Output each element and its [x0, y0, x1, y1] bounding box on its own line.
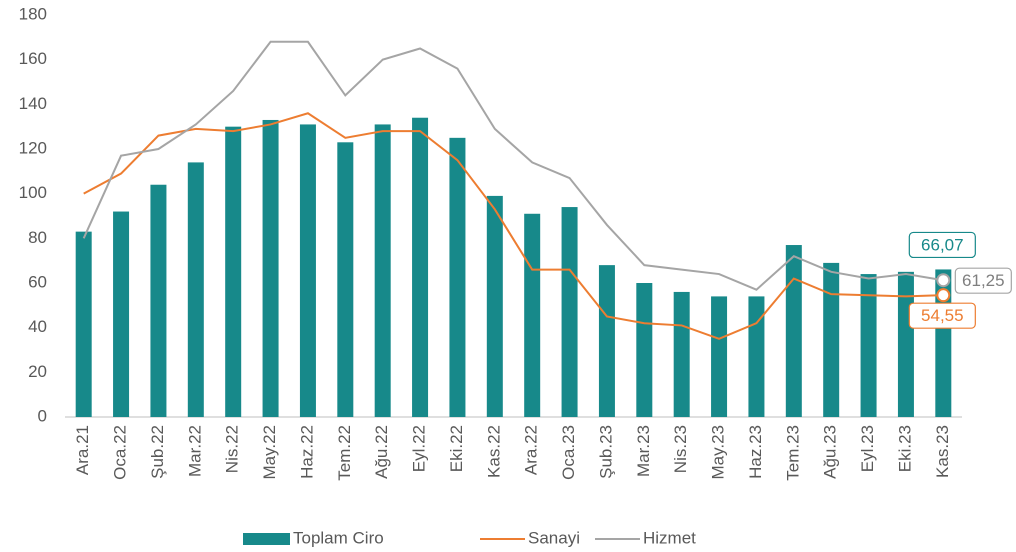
bar: [262, 119, 279, 417]
y-tick-label: 160: [19, 49, 47, 68]
x-tick-label: Nis.22: [223, 425, 242, 473]
x-tick-label: Mar.22: [185, 425, 204, 477]
data-label: 61,25: [962, 271, 1005, 290]
x-tick-label: Nis.23: [671, 425, 690, 473]
y-tick-label: 80: [28, 228, 47, 247]
bar: [225, 126, 242, 418]
x-tick-label: Oca.23: [559, 425, 578, 480]
bar: [374, 124, 391, 417]
x-tick-label: May.22: [260, 425, 279, 480]
legend-label: Toplam Ciro: [293, 528, 384, 547]
bar: [785, 245, 802, 417]
x-tick-label: Eyl.23: [858, 425, 877, 472]
x-tick-label: Haz.23: [746, 425, 765, 479]
bar: [449, 137, 466, 418]
x-tick-label: Şub.23: [596, 425, 615, 479]
line: [82, 40, 944, 291]
x-tick-label: Haz.22: [297, 425, 316, 479]
y-tick-label: 180: [19, 4, 47, 23]
bar: [711, 296, 728, 417]
legend-label: Hizmet: [643, 528, 696, 547]
data-label: 66,07: [921, 235, 964, 254]
marker: [936, 288, 951, 303]
x-tick-label: Eyl.22: [410, 425, 429, 472]
legend-swatch: [243, 533, 290, 545]
x-tick-label: Tem.23: [783, 425, 802, 481]
x-tick-label: Şub.22: [148, 425, 167, 479]
x-tick-label: Eki.22: [447, 425, 466, 472]
line: [83, 112, 944, 340]
x-tick-label: Ağu.23: [821, 425, 840, 479]
x-tick-label: Ara.22: [522, 425, 541, 475]
x-tick-label: Ağu.22: [372, 425, 391, 479]
bar: [636, 283, 653, 417]
x-tick-label: Kas.22: [484, 425, 503, 478]
bar: [412, 117, 429, 417]
x-tick-label: May.23: [709, 425, 728, 480]
bar: [673, 291, 690, 417]
bar: [187, 162, 204, 417]
x-tick-label: Oca.22: [111, 425, 130, 480]
marker: [936, 273, 951, 288]
y-tick-label: 20: [28, 362, 47, 381]
bar: [598, 265, 615, 417]
legend-label: Sanayi: [528, 528, 580, 547]
bar: [748, 296, 765, 417]
x-tick-label: Eki.23: [895, 425, 914, 472]
data-label-box: [954, 267, 1012, 294]
bar: [113, 211, 130, 417]
bar: [486, 195, 503, 417]
y-tick-label: 120: [19, 138, 47, 157]
bar: [299, 124, 316, 417]
bar: [561, 207, 578, 417]
bar: [897, 271, 914, 417]
x-tick-label: Kas.23: [933, 425, 952, 478]
bar: [823, 262, 840, 417]
x-tick-label: Ara.21: [73, 425, 92, 475]
data-label: 54,55: [921, 306, 964, 325]
bar: [150, 184, 167, 417]
bar: [860, 274, 877, 417]
y-tick-label: 60: [28, 272, 47, 291]
bar: [524, 213, 541, 417]
x-tick-label: Mar.23: [634, 425, 653, 477]
bar: [75, 231, 92, 417]
data-label-box: [908, 231, 976, 259]
data-label-box: [908, 302, 976, 329]
x-tick-label: Tem.22: [335, 425, 354, 481]
y-tick-label: 40: [28, 317, 47, 336]
y-tick-label: 100: [19, 183, 47, 202]
y-tick-label: 0: [38, 406, 47, 425]
y-tick-label: 140: [19, 94, 47, 113]
bar: [337, 142, 354, 418]
